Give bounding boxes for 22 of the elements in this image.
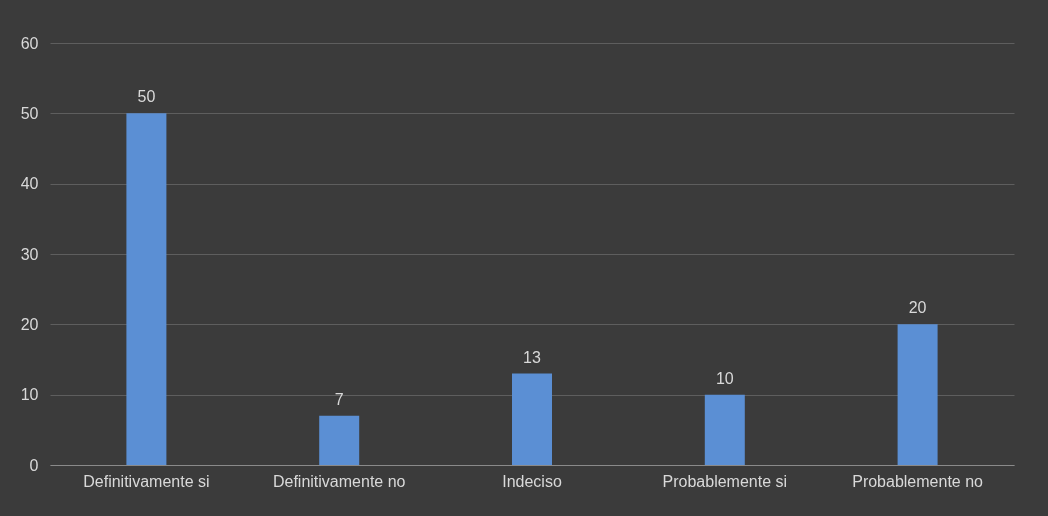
data-label: 10 [715,369,734,387]
y-tick-label: 40 [20,175,39,193]
data-label: 20 [908,299,927,317]
y-tick-label: 10 [20,386,39,404]
bar [897,324,938,465]
x-tick-label: Probablemente si [662,472,788,490]
bar [704,394,745,465]
y-tick-label: 20 [20,315,39,333]
data-label: 13 [523,348,541,366]
x-tick-label: Indeciso [502,472,562,490]
data-label: 50 [137,88,156,106]
y-tick-label: 30 [20,245,39,263]
bar [512,373,552,465]
x-tick-label: Definitivamente no [272,472,406,490]
x-tick-label: Definitivamente si [83,472,210,490]
x-tick-label: Probablemente no [852,472,984,490]
bar [319,415,360,465]
y-tick-label: 60 [20,34,39,52]
y-tick-label: 0 [29,456,39,474]
bar [126,113,167,465]
y-tick-label: 50 [20,104,39,122]
data-label: 7 [334,390,344,408]
